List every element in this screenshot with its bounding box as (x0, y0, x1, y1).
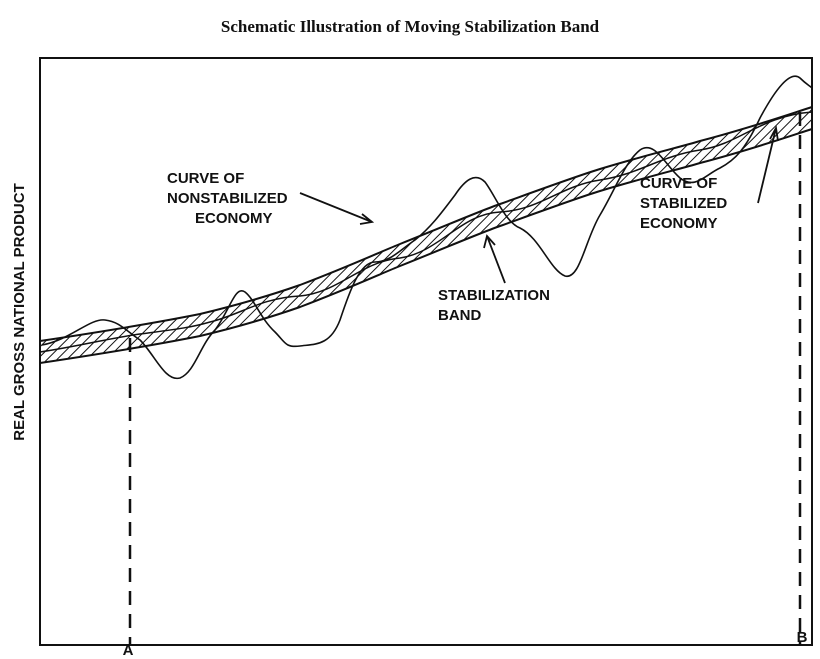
annotation-line: STABILIZED (640, 195, 727, 212)
nonstabilized-curve (41, 75, 813, 380)
annotation-line: STABILIZATION (438, 287, 550, 304)
y-axis-label: REAL GROSS NATIONAL PRODUCT (11, 183, 28, 441)
annotation-line: ECONOMY (640, 215, 718, 232)
stabilized-curve (39, 111, 813, 353)
arrow (483, 234, 506, 284)
annotation-line: NONSTABILIZED (167, 190, 288, 207)
annotation-line: CURVE OF (640, 175, 717, 192)
stabilization-band (39, 105, 813, 365)
marker-b: B (797, 629, 808, 646)
annotation-line: CURVE OF (167, 170, 244, 187)
annotation-line: BAND (438, 307, 481, 324)
arrow (299, 192, 375, 225)
title: Schematic Illustration of Moving Stabili… (221, 17, 600, 36)
marker-a: A (123, 642, 134, 659)
arrow (757, 125, 779, 204)
annotation-line: ECONOMY (195, 210, 273, 227)
